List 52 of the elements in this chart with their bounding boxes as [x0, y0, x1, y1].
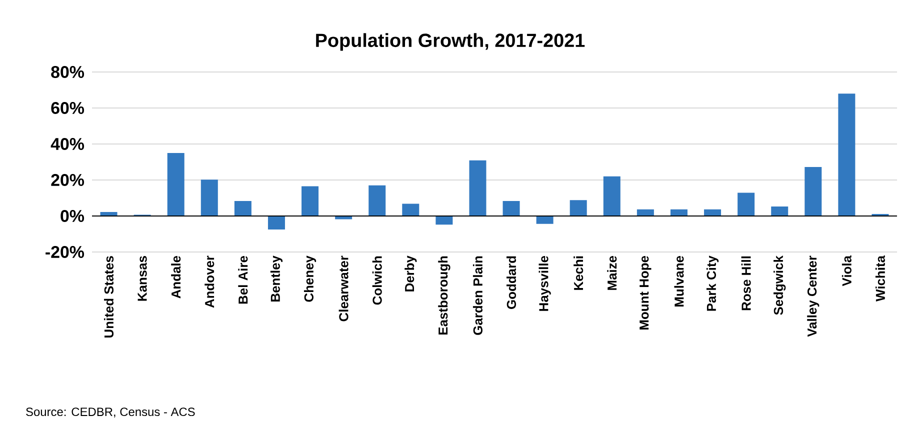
- bar: [368, 185, 386, 216]
- x-tick-label: Kechi: [574, 256, 584, 290]
- bar: [436, 216, 453, 225]
- bar: [469, 160, 486, 216]
- bar: [536, 216, 554, 224]
- x-tick-label: Andale: [171, 256, 181, 298]
- bar: [738, 192, 755, 216]
- y-tick-label: 80%: [51, 66, 84, 78]
- x-tick-label: Viola: [842, 255, 852, 286]
- bar: [771, 206, 788, 216]
- x-tick-label: Bel Aire: [238, 256, 248, 304]
- bar: [603, 176, 620, 216]
- source-note: Source: CEDBR, Census - ACS: [26, 408, 195, 418]
- bar: [670, 209, 688, 216]
- x-tick-label: Mulvane: [674, 256, 684, 306]
- x-tick-label: United States: [104, 256, 114, 338]
- y-tick-label: -20%: [46, 246, 84, 258]
- x-tick-label: Valley Center: [807, 256, 820, 337]
- chart-title: Population Growth, 2017-2021: [316, 33, 585, 51]
- x-tick-label: Park City: [706, 256, 719, 311]
- x-tick-label: Wichita: [875, 255, 885, 302]
- bar: [302, 186, 319, 216]
- x-tick-label: Goddard: [506, 256, 516, 309]
- x-tick-label: Colwich: [372, 256, 382, 305]
- x-tick-label: Kansas: [138, 256, 147, 301]
- bar: [704, 209, 722, 216]
- bar: [838, 94, 856, 216]
- bar: [636, 209, 654, 216]
- y-tick-label: 20%: [51, 174, 84, 186]
- bar: [268, 216, 285, 230]
- bar: [570, 200, 587, 216]
- bar: [402, 204, 420, 216]
- x-tick-label: Eastborough: [438, 256, 450, 335]
- x-tick-label: Mount Hope: [640, 256, 652, 330]
- bar: [234, 201, 252, 216]
- bar: [804, 167, 822, 216]
- bar: [200, 180, 218, 216]
- x-tick-label: Maize: [607, 256, 617, 290]
- bar: [167, 152, 184, 216]
- x-tick-label: Garden Plain: [472, 256, 482, 335]
- x-tick-label: Andover: [204, 256, 214, 308]
- x-tick-label: Rose Hill: [741, 256, 751, 310]
- x-tick-label: Haysville: [538, 256, 551, 311]
- x-tick-label: Sedgwick: [774, 256, 786, 315]
- y-tick-label: 40%: [50, 138, 84, 150]
- bar: [502, 201, 520, 216]
- x-tick-label: Cheney: [304, 256, 316, 302]
- x-tick-label: Derby: [404, 256, 417, 292]
- y-tick-label: 0%: [60, 210, 84, 222]
- y-tick-label: 60%: [51, 102, 84, 114]
- x-tick-label: Clearwater: [338, 256, 348, 322]
- x-tick-label: Bentley: [270, 256, 283, 302]
